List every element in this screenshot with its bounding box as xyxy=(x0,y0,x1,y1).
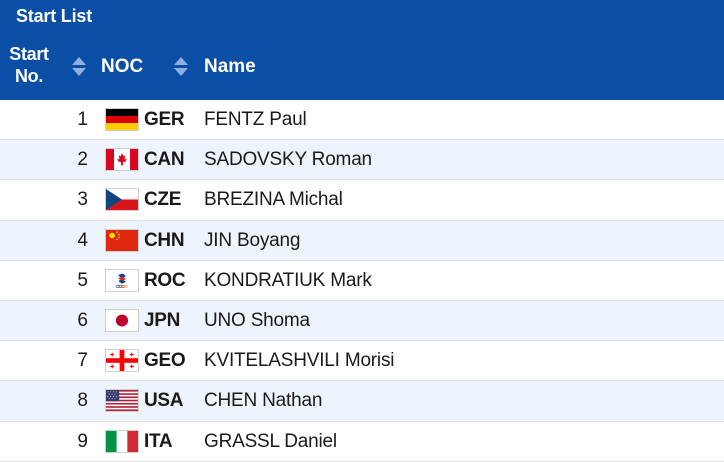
noc-code: JPN xyxy=(144,309,181,331)
athlete-name[interactable]: BREZINA Michal xyxy=(204,189,343,211)
noc-code: GER xyxy=(144,109,185,130)
georgia-flag-icon xyxy=(105,349,139,373)
athlete-name[interactable]: KONDRATIUK Mark xyxy=(204,269,372,291)
noc-code: CHN xyxy=(144,229,185,251)
table-row[interactable]: 9 ITA GRASSL Daniel xyxy=(0,421,724,462)
noc-code: USA xyxy=(144,390,184,412)
sort-start-no-icon[interactable] xyxy=(72,57,86,79)
start-number: 2 xyxy=(77,149,88,171)
table-row[interactable]: 6 JPN UNO Shoma xyxy=(0,300,724,342)
start-number: 9 xyxy=(77,430,88,452)
athlete-name[interactable]: KVITELASHVILI Morisi xyxy=(204,350,395,372)
start-number: 3 xyxy=(77,189,88,211)
athlete-name[interactable]: GRASSL Daniel xyxy=(204,430,337,452)
start-number: 8 xyxy=(77,390,88,412)
roc-emblem-icon xyxy=(105,268,139,292)
column-header-start-no-line1: Start xyxy=(9,44,49,64)
start-number: 1 xyxy=(77,109,88,130)
noc-code: CZE xyxy=(144,189,182,211)
table-row[interactable]: 1 GER FENTZ Paul xyxy=(0,100,724,141)
column-header-noc[interactable]: NOC xyxy=(101,56,144,77)
italy-flag-icon xyxy=(105,429,139,453)
column-header-start-no-line2: No. xyxy=(14,66,44,86)
table-row[interactable]: 8 USA CHEN Nathan xyxy=(0,381,724,422)
sort-noc-icon[interactable] xyxy=(174,57,188,79)
noc-code: CAN xyxy=(144,149,185,171)
table-row[interactable]: 5 ROC KONDRATIUK Mark xyxy=(0,260,724,301)
start-number: 5 xyxy=(77,269,88,291)
start-list-table: 1 GER FENTZ Paul 2 CAN SADOVSKY Roman 3 … xyxy=(0,100,724,462)
start-number: 4 xyxy=(77,229,88,251)
usa-flag-icon xyxy=(105,389,139,413)
table-row[interactable]: 7 GEO KVITELASHVILI Morisi xyxy=(0,341,724,382)
canada-flag-icon xyxy=(105,148,139,172)
table-row[interactable]: 4 CHN JIN Boyang xyxy=(0,220,724,261)
czech-flag-icon xyxy=(105,188,139,212)
china-flag-icon xyxy=(105,228,139,252)
start-number: 6 xyxy=(77,309,88,331)
column-header-start-no[interactable]: Start No. xyxy=(6,43,52,87)
page-title: Start List xyxy=(16,6,93,26)
athlete-name[interactable]: CHEN Nathan xyxy=(204,390,323,412)
noc-code: ROC xyxy=(144,269,186,291)
noc-code: GEO xyxy=(144,350,186,372)
table-row[interactable]: 3 CZE BREZINA Michal xyxy=(0,180,724,221)
start-list-header: Start List Start No. NOC Name xyxy=(0,0,724,100)
athlete-name[interactable]: FENTZ Paul xyxy=(204,109,307,130)
athlete-name[interactable]: JIN Boyang xyxy=(204,229,301,251)
noc-code: ITA xyxy=(144,430,173,452)
athlete-name[interactable]: SADOVSKY Roman xyxy=(204,149,372,171)
column-header-name: Name xyxy=(204,56,256,77)
germany-flag-icon xyxy=(105,108,139,131)
athlete-name[interactable]: UNO Shoma xyxy=(204,309,310,331)
table-row[interactable]: 2 CAN SADOVSKY Roman xyxy=(0,140,724,181)
japan-flag-icon xyxy=(105,308,139,332)
start-number: 7 xyxy=(77,350,88,372)
